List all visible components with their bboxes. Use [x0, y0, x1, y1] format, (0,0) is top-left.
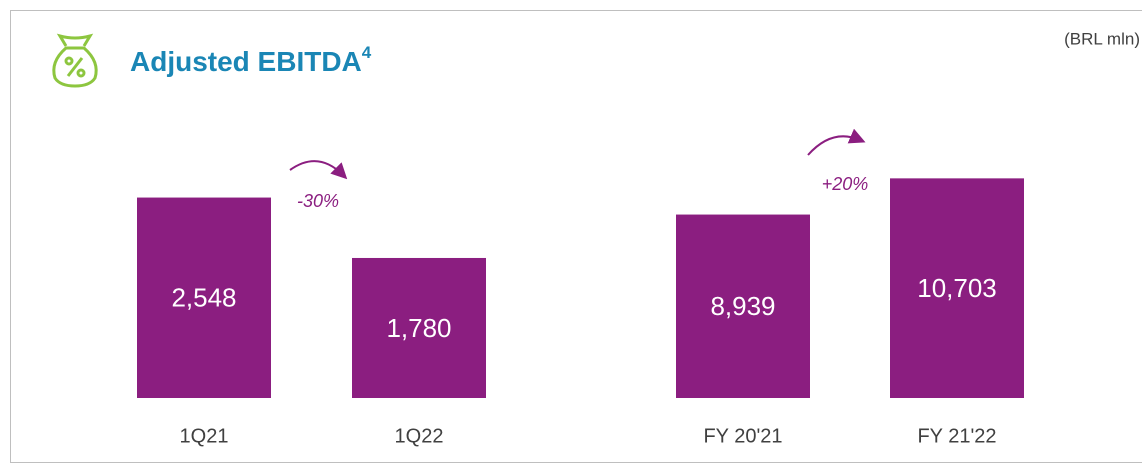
money-bag-icon [52, 33, 98, 88]
frame [10, 10, 1142, 463]
bar [352, 257, 486, 398]
unit-label: (BRL mln) [1064, 29, 1140, 48]
title-text: Adjusted EBITDA [130, 46, 362, 77]
change-arrow [807, 128, 866, 156]
value-label: 10,703 [917, 273, 997, 303]
change-annotation: -30% [297, 191, 339, 211]
bar [137, 197, 271, 398]
x-tick-label: FY 20'21 [703, 425, 782, 447]
title-superscript: 4 [362, 43, 372, 62]
x-tick-label: FY 21'22 [917, 425, 996, 447]
x-tick-label: 1Q21 [180, 425, 229, 447]
change-arrow [289, 160, 348, 180]
value-label: 8,939 [710, 291, 775, 321]
bar [890, 178, 1024, 398]
change-annotation: +20% [822, 174, 869, 194]
bar [676, 214, 810, 398]
title: Adjusted EBITDA4 [130, 43, 372, 77]
value-label: 1,780 [386, 313, 451, 343]
value-label: 2,548 [171, 283, 236, 313]
x-tick-label: 1Q22 [395, 425, 444, 447]
